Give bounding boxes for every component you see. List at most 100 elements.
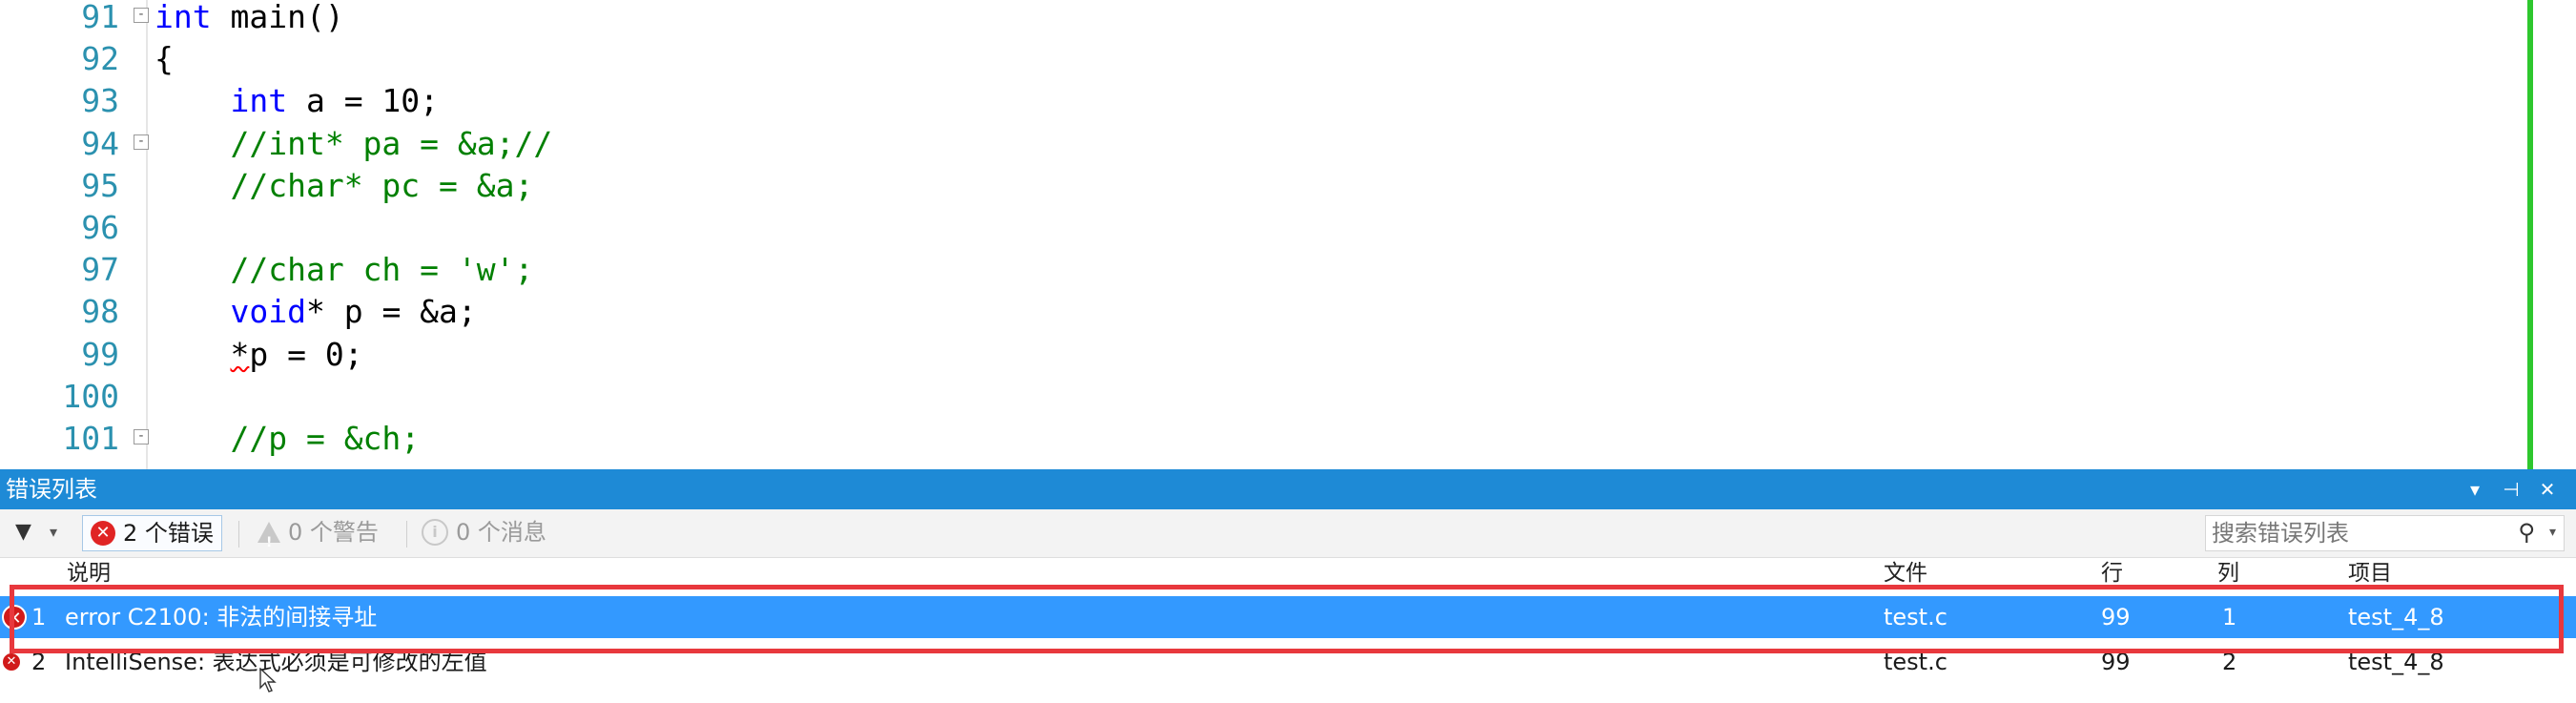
column-header-description[interactable]: 说明 [67, 561, 111, 586]
row-project: test_4_8 [2348, 649, 2444, 675]
code-text: int a = 10; [155, 80, 439, 122]
code-token: main() [211, 0, 344, 35]
close-icon[interactable]: ✕ [2539, 478, 2556, 501]
line-number: 91 [81, 0, 119, 35]
error-list-toolbar: ▼ ▾ ✕ 2 个错误 ! 0 个警告 i 0 个消息 ⚲ ▾ [0, 509, 2576, 558]
collapse-icon[interactable]: - [134, 134, 149, 150]
code-editor[interactable]: 91- int main() 92{93 int a = 10; 94- //int*… [0, 0, 2576, 469]
search-icon[interactable]: ⚲ [2518, 519, 2535, 546]
toolbar-divider [238, 521, 239, 548]
comment-token: //char* pc = &a; [230, 166, 534, 204]
mouse-cursor-icon [259, 668, 277, 693]
title-buttons: ▾ ⊣ ✕ [2463, 469, 2559, 509]
column-header-project[interactable]: 项目 [2348, 561, 2392, 586]
code-text: *p = 0; [155, 334, 363, 376]
collapse-icon[interactable]: - [134, 429, 149, 445]
code-token: a = 10; [287, 82, 440, 120]
code-line[interactable]: 99 *p = 0; [0, 334, 2480, 376]
code-text: void* p = &a; [155, 291, 476, 333]
code-token [155, 251, 230, 288]
code-line[interactable]: 95 //char* pc = &a; [0, 165, 2480, 207]
row-number: 2 [31, 649, 47, 675]
code-token [155, 125, 230, 162]
code-line[interactable]: 97 //char ch = 'w'; [0, 249, 2480, 291]
row-file: test.c [1884, 604, 1947, 631]
code-text: //p = &ch; [155, 418, 420, 460]
code-line[interactable]: 98 void* p = &a; [0, 291, 2480, 333]
code-line[interactable]: 92 { [0, 38, 2480, 80]
code-line[interactable]: 91- int main() [0, 0, 2480, 38]
error-list-title: 错误列表 [6, 476, 97, 503]
table-row[interactable]: ✕ 1 error C2100: 非法的间接寻址 test.c 99 1 tes… [0, 596, 2576, 638]
line-number: 98 [81, 293, 119, 331]
row-line: 99 [2101, 604, 2131, 631]
line-number: 95 [81, 166, 119, 204]
column-header-file[interactable]: 文件 [1884, 561, 1927, 586]
gutter-divider [146, 0, 148, 469]
code-token [155, 82, 230, 119]
error-icon: ✕ [2, 605, 27, 630]
code-text: //char* pc = &a; [155, 165, 533, 207]
code-text: //int* pa = &a;// [155, 123, 552, 165]
dropdown-icon[interactable]: ▾ [2469, 478, 2481, 501]
column-header-line[interactable]: 行 [2101, 561, 2123, 586]
code-token [155, 336, 230, 373]
change-indicator-bar [2527, 0, 2533, 469]
search-input[interactable] [2210, 518, 2500, 548]
intellisense-error-icon: ✕ [2, 652, 21, 672]
code-token [155, 293, 230, 330]
code-token [155, 167, 230, 204]
line-number: 97 [81, 251, 119, 289]
line-number: 96 [81, 209, 119, 246]
warnings-filter-button[interactable]: ! 0 个警告 [250, 515, 386, 550]
chevron-down-icon[interactable]: ▾ [50, 523, 58, 541]
warning-icon: ! [258, 522, 280, 550]
messages-count-label: 0 个消息 [456, 519, 546, 546]
line-number: 101 [62, 420, 119, 457]
keyword-token: int [155, 0, 212, 35]
table-row[interactable]: ✕ 2 IntelliSense: 表达式必须是可修改的左值 test.c 99… [0, 641, 2576, 683]
line-number: 94 [81, 124, 119, 162]
row-column: 1 [2222, 604, 2237, 631]
code-token: p = 0; [249, 335, 363, 373]
search-box[interactable]: ⚲ ▾ [2205, 515, 2565, 551]
error-icon: ✕ [91, 521, 115, 546]
row-column: 2 [2222, 649, 2237, 675]
chevron-down-icon[interactable]: ▾ [2548, 525, 2556, 540]
row-description: error C2100: 非法的间接寻址 [65, 604, 378, 631]
code-line[interactable]: 94- //int* pa = &a;// [0, 123, 2480, 165]
code-line[interactable]: 100 [0, 376, 2480, 418]
error-list-panel: 错误列表 ▾ ⊣ ✕ ▼ ▾ ✕ 2 个错误 ! 0 个警告 i 0 个消息 ⚲… [0, 469, 2576, 703]
warnings-count-label: 0 个警告 [288, 519, 379, 546]
comment-token: //int* pa = &a;// [230, 124, 553, 162]
errors-filter-button[interactable]: ✕ 2 个错误 [82, 515, 222, 551]
code-text: { [155, 38, 174, 80]
row-file: test.c [1884, 649, 1947, 675]
line-number: 100 [62, 377, 119, 415]
line-number: 93 [81, 82, 119, 120]
keyword-token: int [230, 82, 288, 120]
line-number: 92 [81, 40, 119, 78]
toolbar-divider [406, 521, 407, 548]
column-header-column[interactable]: 列 [2217, 561, 2239, 586]
filter-icon[interactable]: ▼ [15, 520, 31, 544]
code-token: { [155, 40, 174, 78]
code-line[interactable]: 96 [0, 207, 2480, 249]
code-line[interactable]: 101- //p = &ch; [0, 418, 2480, 460]
code-token [155, 420, 230, 457]
row-project: test_4_8 [2348, 604, 2444, 631]
row-number: 1 [31, 604, 47, 631]
comment-token: //char ch = 'w'; [230, 251, 534, 289]
code-text: //char ch = 'w'; [155, 249, 533, 291]
pin-icon[interactable]: ⊣ [2503, 478, 2520, 501]
error-squiggle-token: * [230, 335, 250, 373]
error-list-title-bar: 错误列表 ▾ ⊣ ✕ [0, 469, 2576, 509]
messages-filter-button[interactable]: i 0 个消息 [414, 515, 554, 549]
code-text: int main() [155, 0, 344, 38]
column-header-row: 说明 文件 行 列 项目 [0, 558, 2576, 589]
collapse-icon[interactable]: - [134, 8, 149, 23]
row-line: 99 [2101, 649, 2131, 675]
code-line[interactable]: 93 int a = 10; [0, 80, 2480, 122]
line-number: 99 [81, 335, 119, 373]
keyword-token: void [230, 293, 306, 331]
